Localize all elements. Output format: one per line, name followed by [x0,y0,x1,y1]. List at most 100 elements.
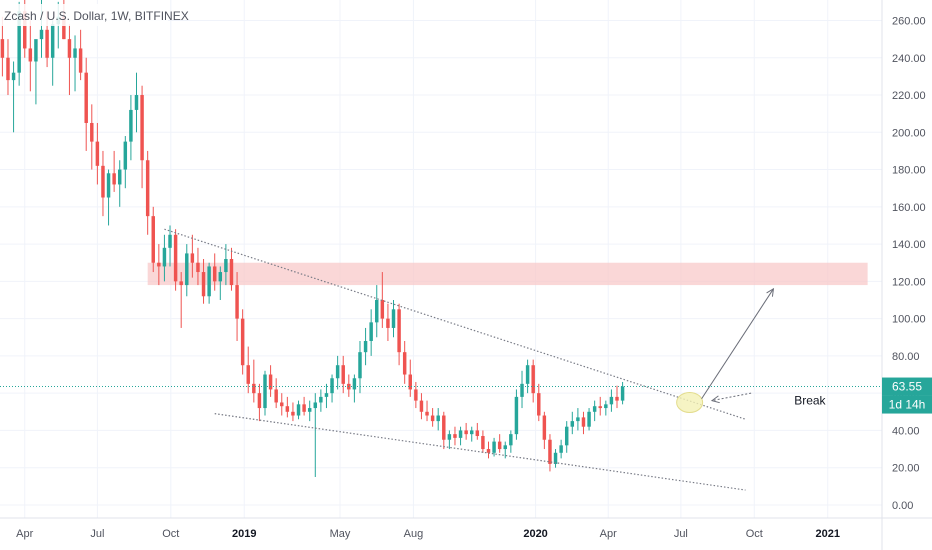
candle [475,422,480,440]
candle [218,266,223,300]
candle-body [581,417,586,427]
candle-body [604,404,608,409]
break-circle[interactable] [676,391,704,413]
candle-body [369,322,373,341]
candle [106,169,111,226]
candle-body [185,253,189,286]
candle-body [542,415,547,440]
candle [78,29,83,81]
candle [224,244,228,286]
candle-body [302,404,306,412]
candle [268,365,273,397]
candle-body [525,365,530,384]
candle [50,20,55,86]
candle-body [358,352,362,379]
candle-body [598,406,602,409]
candle [34,39,38,105]
candle-body [425,411,429,416]
candle [615,385,619,409]
candle [442,411,446,450]
break-arrow[interactable] [710,392,752,404]
candle-body [84,72,88,123]
candle [117,160,122,207]
candle-body [442,415,446,440]
candle-body [587,411,591,427]
candle-body [67,39,72,58]
y-tick-label: 160.00 [892,202,926,214]
candle [151,206,155,273]
candle [542,411,547,450]
candle-body [430,415,435,422]
candle [363,327,368,366]
candle [414,381,418,409]
candle-body [95,141,100,166]
candle-body [375,299,379,323]
candle-body [168,234,172,248]
candle [564,421,569,453]
candle-body [151,216,155,263]
candle-body [330,378,334,394]
candle [179,272,183,328]
x-tick-label: Jul [90,528,104,540]
candle-body [453,434,457,438]
arrows[interactable] [701,287,775,404]
candle-body [45,29,49,58]
candle-body [564,426,569,446]
candle [402,340,407,384]
candle-body [246,365,250,384]
y-tick-label: 20.00 [892,463,920,475]
candle [302,396,306,416]
candle [514,389,519,440]
candle-body [274,389,278,403]
y-tick-label: 40.00 [892,425,920,437]
candle [263,370,267,416]
y-tick-label: 220.00 [892,90,926,102]
candle [28,20,33,92]
time-axis[interactable]: Apr Jul Oct 2019 May Aug 2020 Apr Jul Oct 2021 [16,528,840,540]
candle [341,355,345,394]
x-tick-label: May [330,528,351,540]
candle-body [235,285,239,319]
candle [274,378,278,409]
target-arrow[interactable] [701,287,775,400]
grid [0,0,882,518]
break-annotation[interactable]: Break [794,394,826,408]
candle-body [268,374,273,390]
candle [229,247,234,291]
candle-body [386,318,390,328]
candle [419,393,424,420]
upper-trendline[interactable] [164,228,746,420]
resistance-zone[interactable] [147,262,868,286]
candle-body [397,309,401,353]
candle [620,381,625,405]
candle [185,244,189,297]
break-arrow-shaft [711,392,752,402]
price-axis[interactable]: 260.00 240.00 220.00 200.00 180.00 160.00 140.… [892,15,926,511]
candle [123,136,128,189]
candle [576,408,580,431]
candle-body [162,247,167,267]
candle-body [173,234,178,282]
last-price-box [882,377,932,396]
candle [307,400,312,422]
y-tick-label: 0.00 [892,500,913,512]
candle-body [39,29,44,40]
candle [291,402,295,422]
candle-body [280,402,284,407]
candle [386,303,390,341]
y-tick-label: 260.00 [892,15,926,27]
legend-background [0,4,168,26]
candle [497,434,502,453]
last-price-value: 63.55 [892,380,922,394]
candle-body [436,415,440,422]
candle [11,61,16,133]
trendlines[interactable] [164,228,746,491]
candle [129,95,133,161]
candle-body [475,430,480,437]
candle-body [620,386,625,401]
candle [369,309,373,356]
candle-body [90,122,94,142]
candle-body [481,436,485,450]
candle [67,24,72,96]
